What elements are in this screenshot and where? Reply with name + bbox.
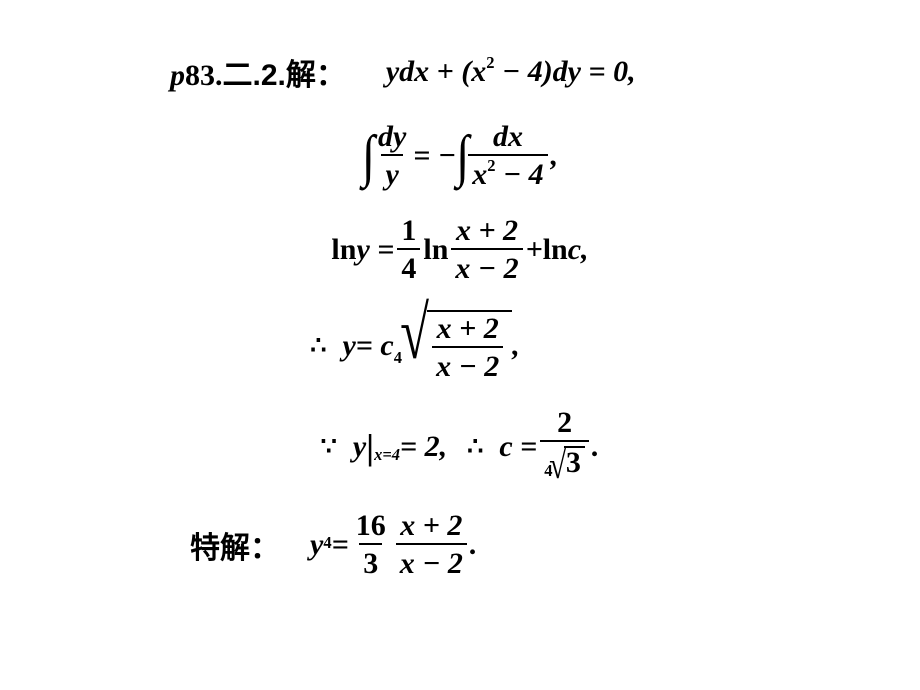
therefore-icon: ∴ xyxy=(467,432,485,462)
particular-solution-label: 特解： xyxy=(190,523,280,567)
fraction-16-3: 16 3 xyxy=(352,511,390,579)
eval-subscript: x=4 xyxy=(374,445,400,465)
prefix-p: p xyxy=(170,59,185,92)
equation-line-4: ∴ y = c 4 √ x + 2 x − 2 , xyxy=(60,310,860,382)
eval-bar: | xyxy=(366,426,374,468)
equation-line-6: 特解： y 4 = 16 3 x + 2 x − 2 . xyxy=(60,511,860,579)
integral-icon: ∫ xyxy=(456,123,469,189)
equation-line-2: ∫ dy y = − ∫ dx x2 − 4 , xyxy=(60,122,860,190)
ode-equation: ydx + (x2 − 4)dy = 0, xyxy=(386,55,636,89)
therefore-icon: ∴ xyxy=(310,331,328,361)
ln-operator: ln xyxy=(423,233,448,267)
ln-operator: ln xyxy=(543,233,568,267)
fraction-dx: dx x2 − 4 xyxy=(468,122,547,190)
ln-operator: ln xyxy=(331,233,356,267)
equation-line-1: p83.二.2.解： ydx + (x2 − 4)dy = 0, xyxy=(60,50,860,94)
prefix-num: 83. xyxy=(185,59,223,92)
fourth-root: 4 √ x + 2 x − 2 xyxy=(394,310,513,382)
fraction-dy-y: dy y xyxy=(374,122,410,190)
fraction-xp2-xm2: x + 2 x − 2 xyxy=(451,216,522,284)
fraction-final: x + 2 x − 2 xyxy=(396,511,467,579)
prefix-cjk: 二.2.解： xyxy=(223,59,346,92)
integral-icon: ∫ xyxy=(362,123,375,189)
because-icon: ∵ xyxy=(321,432,339,462)
fraction-c-value: 2 4 √ 3 xyxy=(540,408,589,485)
fraction-1-4: 1 4 xyxy=(397,216,420,284)
equation-line-3: ln y = 1 4 ln x + 2 x − 2 + ln c, xyxy=(60,216,860,284)
equation-line-5: ∵ y | x=4 = 2, ∴ c = 2 4 √ 3 . xyxy=(60,408,860,485)
fourth-root-small: 4 √ 3 xyxy=(544,446,585,485)
